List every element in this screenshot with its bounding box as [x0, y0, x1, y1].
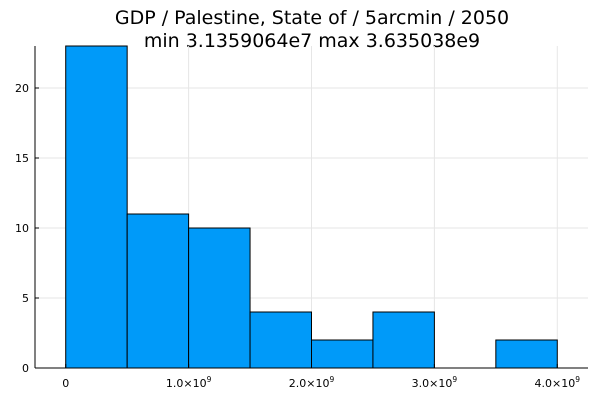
- x-tick-label: 1.0×109: [166, 375, 212, 390]
- x-tick-exponent: 9: [452, 375, 457, 384]
- histogram-bar: [495, 339, 558, 369]
- histogram-bar: [249, 311, 312, 369]
- chart-title-line2: min 3.1359064e7 max 3.635038e9: [144, 30, 480, 52]
- chart-title-line1: GDP / Palestine, State of / 5arcmin / 20…: [115, 7, 509, 29]
- histogram-bar: [126, 213, 190, 369]
- x-tick-exponent: 9: [207, 375, 212, 384]
- x-tick-label: 4.0×109: [535, 375, 581, 390]
- y-tick-label: 0: [22, 362, 29, 375]
- histogram-bar: [372, 311, 435, 369]
- histogram-bar: [188, 227, 251, 369]
- y-tick-label: 10: [15, 222, 29, 235]
- x-tick-label: 0: [62, 377, 69, 390]
- x-tick-exponent: 9: [329, 375, 334, 384]
- axes: [34, 46, 588, 369]
- y-tick-label: 15: [15, 152, 29, 165]
- x-tick-label: 2.0×109: [289, 375, 335, 390]
- histogram-bar: [65, 45, 128, 369]
- y-tick-label: 5: [22, 292, 29, 305]
- y-tick-label: 20: [15, 82, 29, 95]
- x-tick-label: 3.0×109: [412, 375, 458, 390]
- histogram-bar: [311, 339, 374, 369]
- histogram-bars: [65, 45, 558, 369]
- tick-labels: 0 5 10 15 20 0 1.0×109 2.0×109 3.0×109 4.0×109: [15, 82, 580, 390]
- x-tick-exponent: 9: [575, 375, 580, 384]
